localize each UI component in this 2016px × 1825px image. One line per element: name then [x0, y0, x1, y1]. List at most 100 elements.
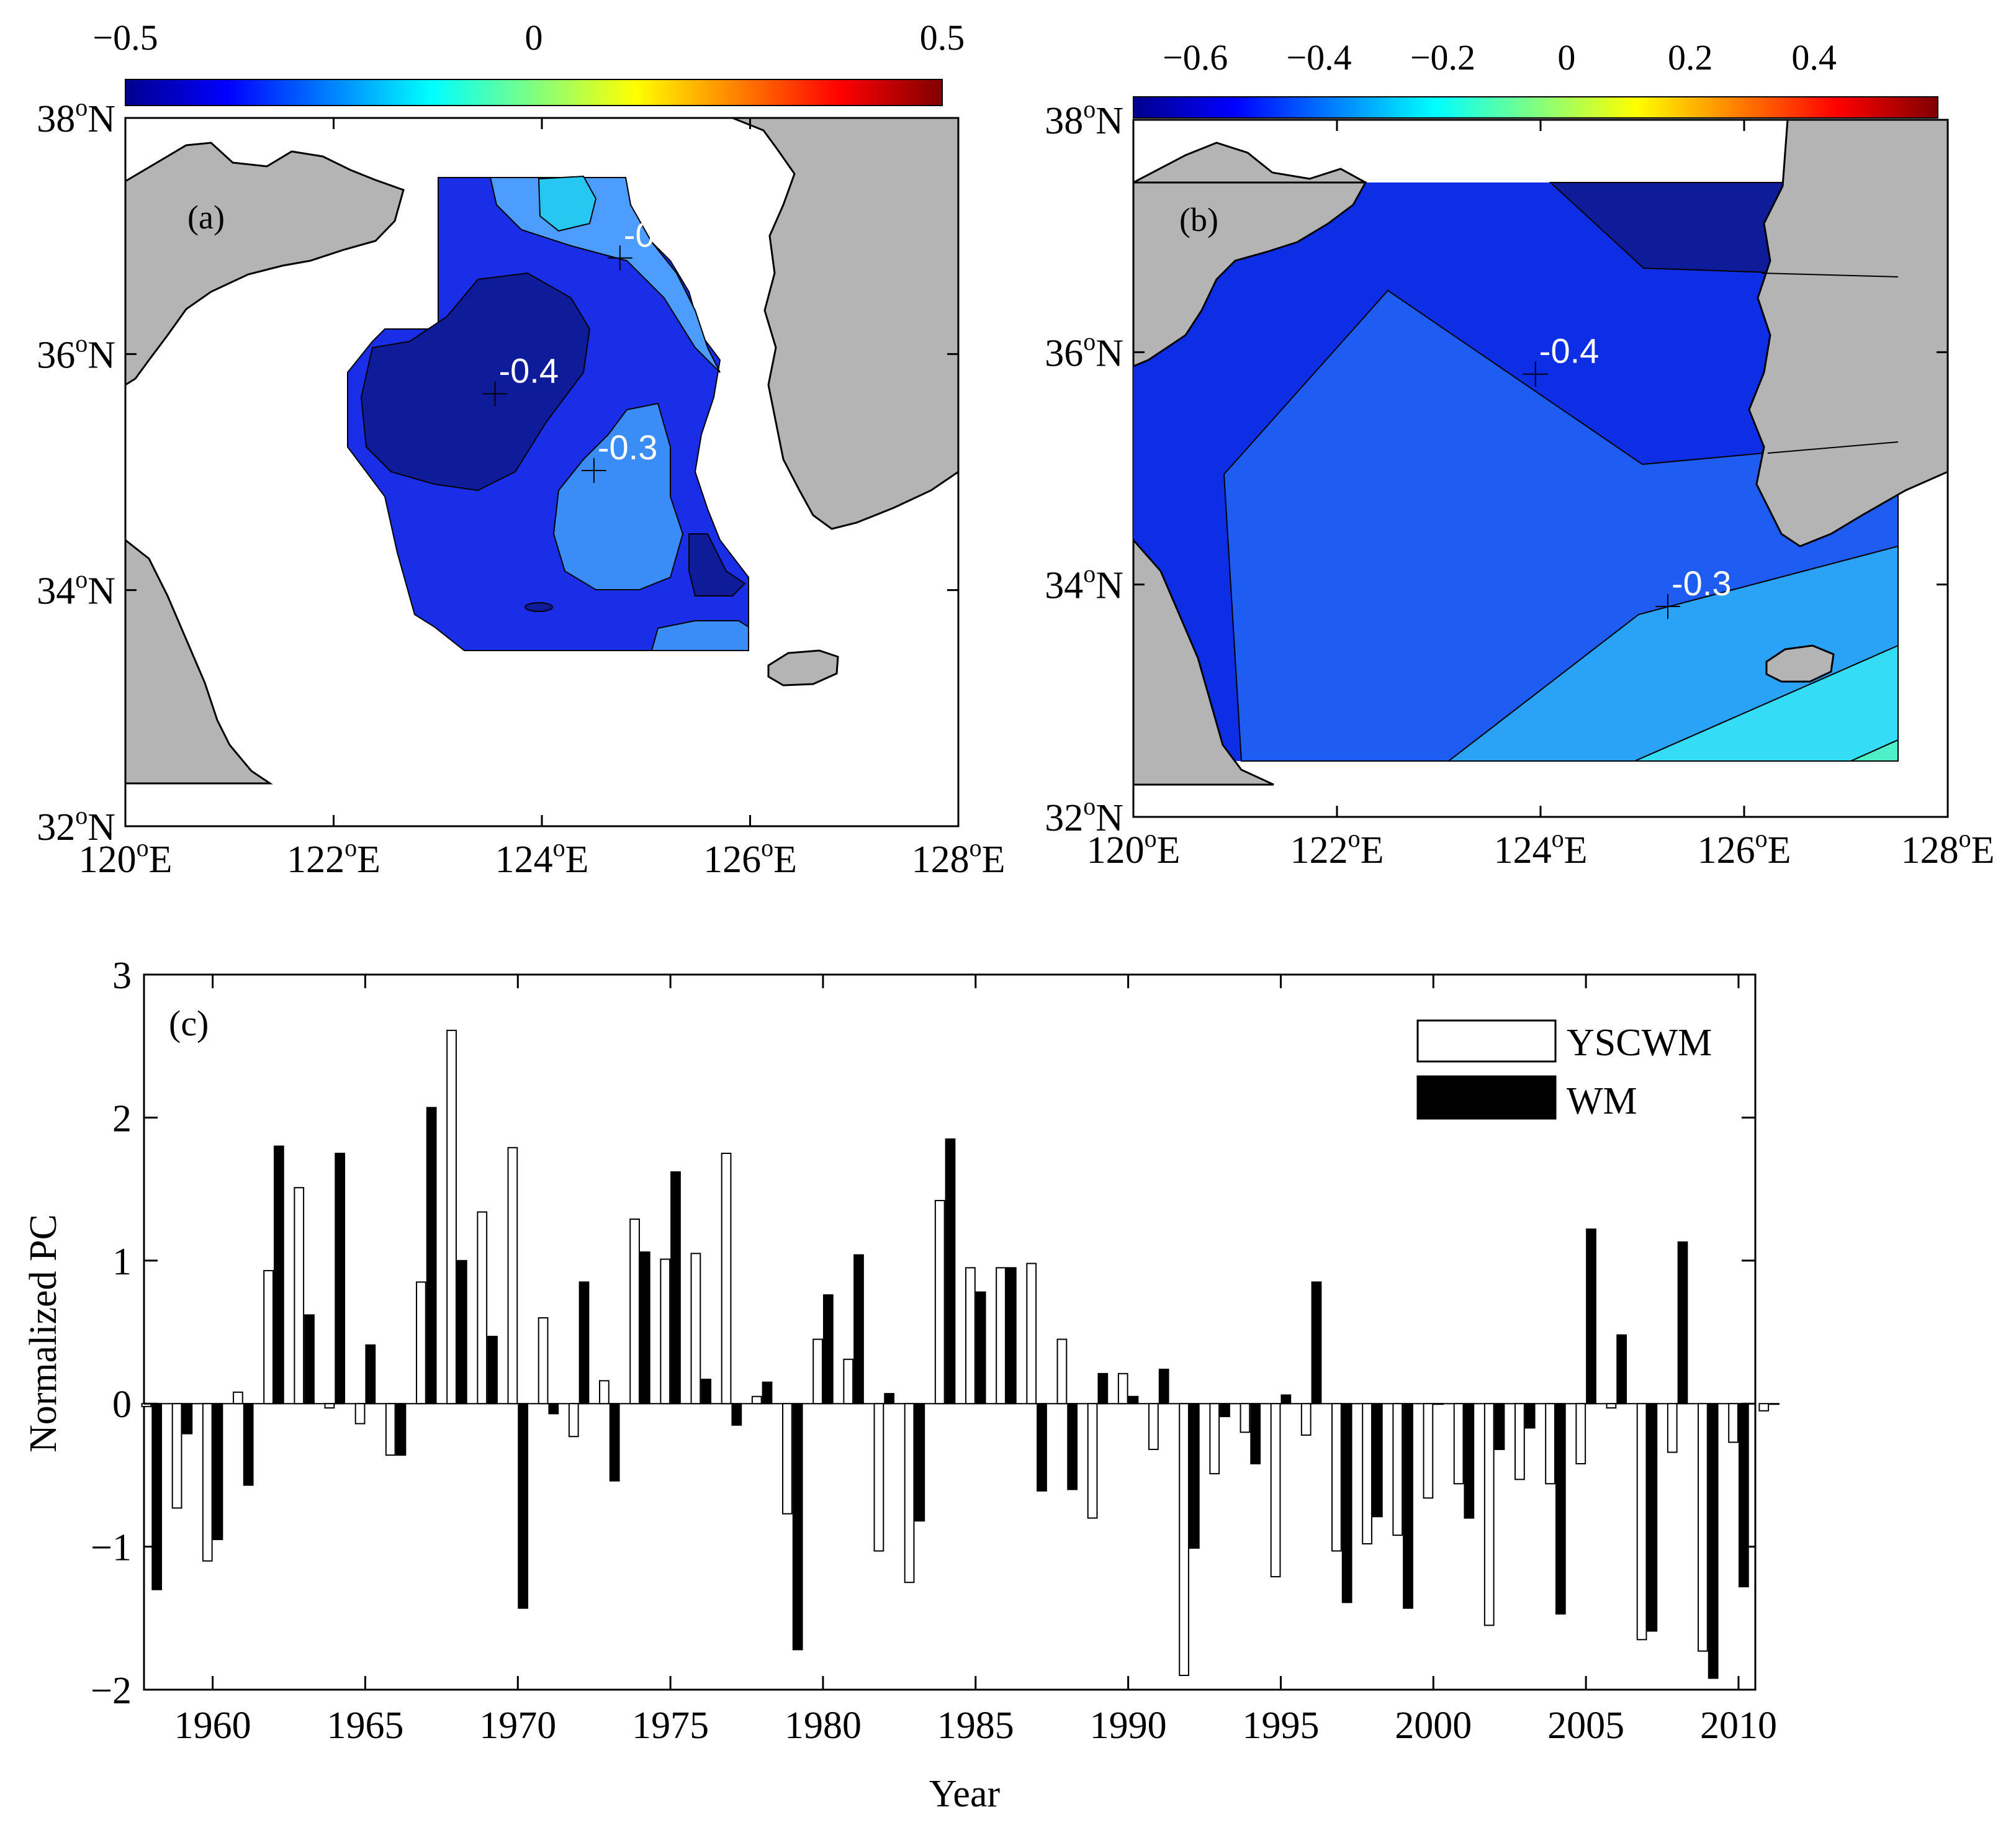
bar-wm [273, 1145, 284, 1405]
bar-yscwm [1392, 1403, 1403, 1536]
x-tick-label: 120oE [79, 834, 173, 881]
x-tick-label: 122oE [1290, 824, 1384, 872]
bar-yscwm [1056, 1338, 1068, 1405]
field-a-dark-spot [524, 602, 553, 612]
bar-yscwm [294, 1187, 305, 1405]
bar-yscwm [354, 1403, 366, 1425]
bar-yscwm [1240, 1403, 1251, 1433]
bar-wm [243, 1403, 254, 1486]
bar-wm [609, 1403, 620, 1482]
bar-wm [1524, 1403, 1536, 1429]
bar-yscwm [599, 1380, 610, 1405]
land-b-shandong [1133, 142, 1367, 367]
bar-yscwm [385, 1403, 396, 1456]
bar-yscwm [1453, 1403, 1464, 1485]
land-b-korea [1748, 120, 1948, 548]
y-tick-label: 2 [112, 1097, 132, 1140]
bar-wm [822, 1294, 834, 1405]
bar-wm [1280, 1394, 1292, 1405]
bar-wm [1403, 1403, 1413, 1609]
bar-wm [1341, 1403, 1352, 1603]
colorbar-tick-label: 0.2 [1668, 37, 1713, 78]
bar-yscwm [568, 1403, 579, 1438]
x-tick-label: 1970 [479, 1705, 556, 1747]
colorbar-b-ticks: −0.6 −0.4 −0.2 0 0.2 0.4 [1163, 37, 1837, 78]
bar-wm [487, 1335, 498, 1405]
x-tick-label: 1980 [785, 1705, 862, 1747]
bar-wm [1311, 1281, 1322, 1405]
bar-yscwm [1179, 1403, 1189, 1676]
bar-yscwm [1636, 1403, 1647, 1641]
bar-wm [1006, 1267, 1017, 1405]
bar-wm [1158, 1368, 1169, 1405]
bar-wm [914, 1403, 925, 1522]
bar-yscwm [660, 1258, 671, 1405]
x-tick-label: 126oE [1698, 824, 1791, 872]
bar-yscwm [1331, 1403, 1342, 1552]
bars [141, 1029, 1780, 1679]
bar-wm [1738, 1403, 1749, 1588]
colorbar-b [1133, 96, 1938, 119]
bar-yscwm [934, 1200, 945, 1405]
map-a-content [125, 118, 958, 785]
land-b-jeju [1765, 644, 1835, 683]
bar-yscwm [171, 1403, 182, 1509]
bar-yscwm [904, 1403, 915, 1584]
bar-wm [945, 1138, 956, 1405]
bar-yscwm [843, 1358, 854, 1405]
bar-wm [792, 1403, 803, 1651]
x-tick-label: 120oE [1087, 824, 1181, 872]
bar-yscwm [1667, 1403, 1678, 1453]
map-a-axes: 120oE 122oE 124oE 126oE 128oE 32oN 34oN 36oN 38o… [37, 93, 1005, 881]
bar-wm [1189, 1403, 1200, 1549]
map-a-contour-labels: -0.3 -0.4 -0.3 [482, 215, 684, 483]
bar-wm [1677, 1241, 1688, 1405]
bar-yscwm [1758, 1403, 1770, 1412]
x-tick-label: 1995 [1242, 1705, 1319, 1747]
x-tick-label: 128oE [1901, 824, 1995, 872]
y-tick-label: 34oN [37, 566, 115, 613]
x-tick-label: 1975 [632, 1705, 709, 1747]
bar-yscwm [965, 1267, 976, 1405]
contour-b-line-2 [1767, 441, 1899, 454]
bar-wm [1616, 1334, 1627, 1405]
bar-yscwm [1362, 1403, 1372, 1544]
bar-yscwm [538, 1317, 549, 1405]
bar-yscwm [629, 1218, 640, 1405]
colorbar-a [125, 79, 943, 106]
contour-label: -0.3 [598, 428, 658, 467]
bar-wm [151, 1403, 163, 1590]
bar-yscwm [1606, 1403, 1617, 1409]
field-a-cyan-north [538, 175, 597, 232]
bar-yscwm [1270, 1403, 1281, 1577]
bar-wm [578, 1281, 590, 1405]
contour-label: -0.3 [624, 215, 684, 255]
bar-yscwm [1026, 1263, 1037, 1405]
bar-yscwm [996, 1267, 1006, 1405]
panel-c: −2 −1 0 1 2 3 1960 1965 1970 1975 1980 1985 1990 1995… [22, 955, 1780, 1815]
colorbar-tick-label: 0.4 [1791, 37, 1837, 78]
map-b-axes: 120oE 122oE 124oE 126oE 128oE 32oN 34oN 36oN 38o… [1045, 95, 1994, 872]
colorbar-tick-label: 0.5 [920, 17, 965, 58]
bar-wm [212, 1403, 223, 1541]
bar-wm [1708, 1403, 1719, 1679]
legend: YSCWM WM [1416, 1019, 1712, 1122]
bar-yscwm [233, 1391, 243, 1405]
y-tick-label: 34oN [1045, 560, 1123, 607]
bar-yscwm [507, 1147, 518, 1405]
x-tick-label: 122oE [287, 834, 380, 881]
colorbar-tick-label: 0 [1557, 37, 1575, 78]
bar-wm [701, 1379, 712, 1405]
bar-yscwm [721, 1153, 732, 1405]
x-tick-label: 1985 [937, 1705, 1014, 1747]
x-tick-label: 2010 [1700, 1705, 1777, 1747]
panel-label-c: (c) [169, 1003, 209, 1043]
bar-wm [518, 1403, 529, 1609]
map-b-content [1133, 120, 1948, 786]
bar-yscwm [1423, 1403, 1434, 1499]
bar-wm [884, 1393, 895, 1405]
x-tick-label: 2000 [1395, 1705, 1472, 1747]
bar-yscwm [324, 1403, 335, 1409]
bar-wm [975, 1291, 986, 1405]
